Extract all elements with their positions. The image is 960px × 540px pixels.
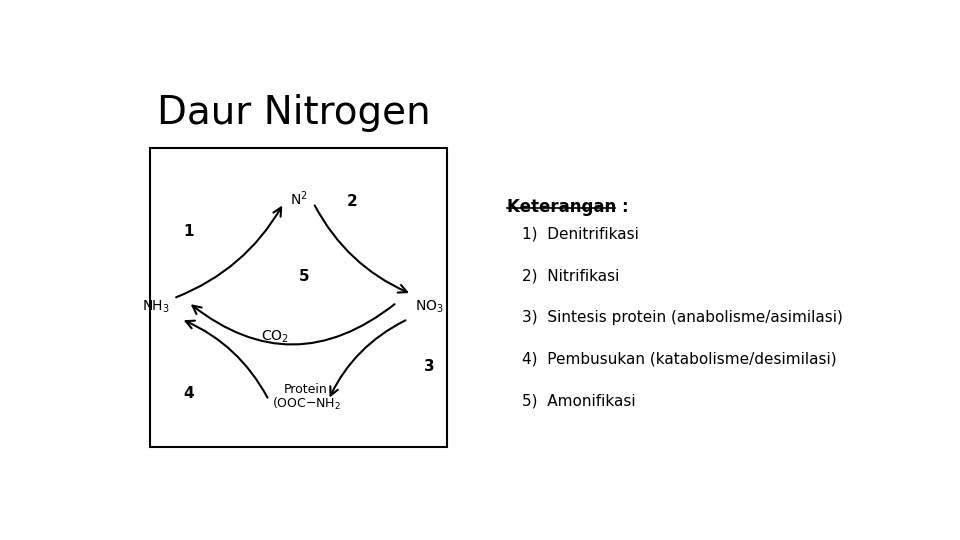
Text: 2: 2 [347,194,357,210]
Text: Protein: Protein [284,383,328,396]
Text: NH$_3$: NH$_3$ [142,299,170,315]
Text: 4)  Pembusukan (katabolisme/desimilasi): 4) Pembusukan (katabolisme/desimilasi) [522,352,836,367]
Bar [150,148,447,447]
Text: Keterangan :: Keterangan : [507,198,629,216]
Text: 5)  Amonifikasi: 5) Amonifikasi [522,393,636,408]
Text: NO$_3$: NO$_3$ [416,299,444,315]
Text: 2)  Nitrifikasi: 2) Nitrifikasi [522,268,619,284]
Text: 3)  Sintesis protein (anabolisme/asimilasi): 3) Sintesis protein (anabolisme/asimilas… [522,310,843,325]
Text: Daur Nitrogen: Daur Nitrogen [157,94,431,132]
Text: 5: 5 [300,269,310,284]
Text: 1: 1 [183,224,194,239]
Text: 3: 3 [424,359,435,374]
Text: CO$_2$: CO$_2$ [261,328,289,345]
Text: 1)  Denitrifikasi: 1) Denitrifikasi [522,227,638,242]
Text: 4: 4 [183,386,194,401]
Text: N$^2$: N$^2$ [290,190,307,208]
Text: (OOC$-$NH$_2$: (OOC$-$NH$_2$ [272,396,341,413]
